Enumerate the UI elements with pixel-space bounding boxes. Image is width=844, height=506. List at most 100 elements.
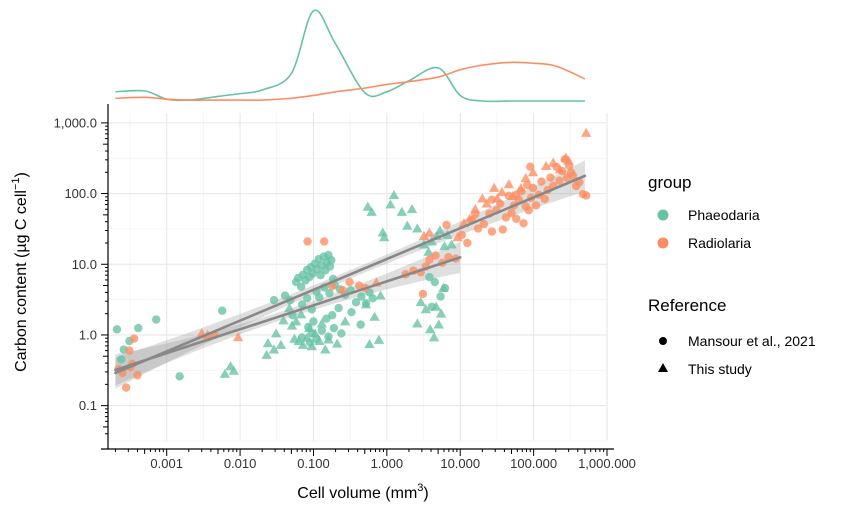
data-point-phaeodaria-this-study (320, 344, 331, 354)
data-point-phaeodaria-this-study (331, 338, 343, 348)
data-point-phaeodaria-this-study (278, 315, 289, 325)
data-point-radiolaria-this-study (488, 182, 500, 192)
y-axis-title: Carbon content (µg C cell−1) (10, 172, 30, 372)
data-point-radiolaria-mansour (463, 238, 472, 248)
data-point-phaeodaria-mansour (152, 315, 161, 324)
data-point-radiolaria-this-study (496, 186, 508, 196)
legend-this-study-label: This study (688, 361, 752, 377)
data-point-radiolaria-this-study (520, 173, 531, 183)
data-point-phaeodaria-mansour (351, 298, 361, 307)
data-points (112, 127, 592, 392)
data-point-phaeodaria-this-study (293, 335, 304, 345)
data-point-phaeodaria-mansour (347, 307, 356, 317)
data-point-phaeodaria-this-study (388, 189, 400, 200)
data-point-phaeodaria-this-study (309, 328, 321, 338)
data-point-phaeodaria-this-study (412, 223, 423, 233)
regression-line-1 (114, 256, 462, 372)
data-point-radiolaria-mansour (442, 220, 451, 230)
data-point-phaeodaria-mansour (117, 355, 126, 364)
legend-triangle-swatch (658, 363, 668, 372)
data-point-phaeodaria-this-study (428, 332, 440, 342)
data-point-radiolaria-mansour (425, 255, 434, 264)
data-point-radiolaria-mansour (555, 176, 564, 185)
data-point-radiolaria-mansour (512, 214, 521, 223)
x-tick-label: 0.100 (297, 456, 330, 471)
data-point-phaeodaria-this-study (430, 301, 442, 311)
data-point-phaeodaria-this-study (295, 309, 307, 319)
data-point-phaeodaria-this-study (446, 239, 457, 249)
data-point-phaeodaria-this-study (301, 332, 313, 342)
data-point-phaeodaria-this-study (385, 199, 396, 209)
data-point-phaeodaria-mansour (357, 292, 366, 301)
data-point-phaeodaria-this-study (262, 338, 274, 348)
data-point-phaeodaria-mansour (302, 294, 312, 303)
legend-group-title: group (648, 173, 691, 192)
data-point-phaeodaria-mansour (317, 326, 327, 335)
y-tick-label: 1.0 (79, 327, 97, 342)
data-point-phaeodaria-mansour (112, 325, 122, 334)
legend-phaeodaria-swatch (657, 209, 669, 221)
legend-phaeodaria-label: Phaeodaria (688, 207, 760, 223)
data-point-radiolaria-mansour (479, 219, 489, 229)
data-point-phaeodaria-mansour (134, 323, 143, 333)
data-point-phaeodaria-this-study (261, 349, 272, 359)
data-point-radiolaria-mansour (498, 225, 507, 234)
legend-mansour-label: Mansour et al., 2021 (688, 333, 816, 349)
data-point-radiolaria-mansour (319, 237, 329, 246)
data-point-radiolaria-mansour (473, 224, 483, 233)
x-tick-label: 10.000 (440, 456, 480, 471)
data-point-phaeodaria-this-study (375, 290, 386, 300)
data-point-phaeodaria-this-study (415, 297, 426, 307)
data-point-phaeodaria-mansour (327, 256, 336, 265)
data-point-phaeodaria-this-study (406, 204, 418, 214)
data-point-radiolaria-this-study (470, 204, 481, 214)
legend-radiolaria-label: Radiolaria (688, 235, 751, 251)
data-point-phaeodaria-this-study (314, 335, 325, 345)
data-point-phaeodaria-this-study (360, 299, 372, 309)
legend-circle-swatch (659, 337, 667, 345)
regression-line-2 (114, 174, 587, 375)
data-point-phaeodaria-this-study (270, 328, 282, 338)
data-point-radiolaria-this-study (424, 227, 435, 237)
data-point-radiolaria-mansour (418, 289, 428, 299)
y-tick-label: 10.0 (72, 257, 97, 272)
axes: 0.001 0.010 0.100 1.000 10.000 100.000 1,000.0… (54, 104, 636, 471)
data-point-radiolaria-this-study (503, 179, 515, 189)
data-point-radiolaria-mansour (568, 171, 578, 181)
data-point-phaeodaria-mansour (296, 282, 306, 291)
data-point-radiolaria-this-study (418, 230, 430, 241)
data-point-radiolaria-mansour (345, 277, 354, 287)
data-point-radiolaria-this-study (477, 193, 488, 203)
legend: group Phaeodaria Radiolaria Reference Ma… (648, 173, 816, 377)
data-point-radiolaria-mansour (125, 346, 134, 355)
data-point-radiolaria-mansour (129, 334, 139, 343)
marginal-density (115, 9, 586, 103)
data-point-radiolaria-this-study (452, 232, 463, 242)
data-point-phaeodaria-mansour (356, 320, 365, 329)
data-point-phaeodaria-mansour (436, 292, 445, 301)
x-tick-label: 100.000 (510, 456, 557, 471)
data-point-phaeodaria-this-study (420, 304, 432, 314)
data-point-phaeodaria-this-study (228, 365, 239, 375)
data-point-radiolaria-mansour (507, 208, 516, 218)
data-point-phaeodaria-this-study (423, 246, 434, 256)
data-point-radiolaria-mansour (303, 237, 312, 246)
legend-reference-title: Reference (648, 296, 726, 315)
data-point-phaeodaria-this-study (438, 282, 449, 292)
data-point-radiolaria-this-study (481, 198, 492, 208)
x-tick-label: 0.001 (150, 456, 183, 471)
grid-lines (108, 113, 608, 442)
data-point-phaeodaria-this-study (268, 344, 280, 354)
data-point-radiolaria-this-study (464, 213, 475, 223)
data-point-phaeodaria-this-study (396, 206, 408, 216)
data-point-radiolaria-mansour (133, 370, 142, 380)
data-point-phaeodaria-mansour (328, 311, 337, 320)
x-tick-label: 0.010 (224, 456, 257, 471)
data-point-radiolaria-this-study (492, 193, 503, 203)
data-point-radiolaria-mansour (581, 191, 591, 200)
data-point-phaeodaria-this-study (366, 206, 377, 216)
data-point-radiolaria-mansour (338, 285, 347, 295)
y-tick-label: 100.0 (64, 186, 97, 201)
data-point-phaeodaria-this-study (434, 225, 446, 235)
